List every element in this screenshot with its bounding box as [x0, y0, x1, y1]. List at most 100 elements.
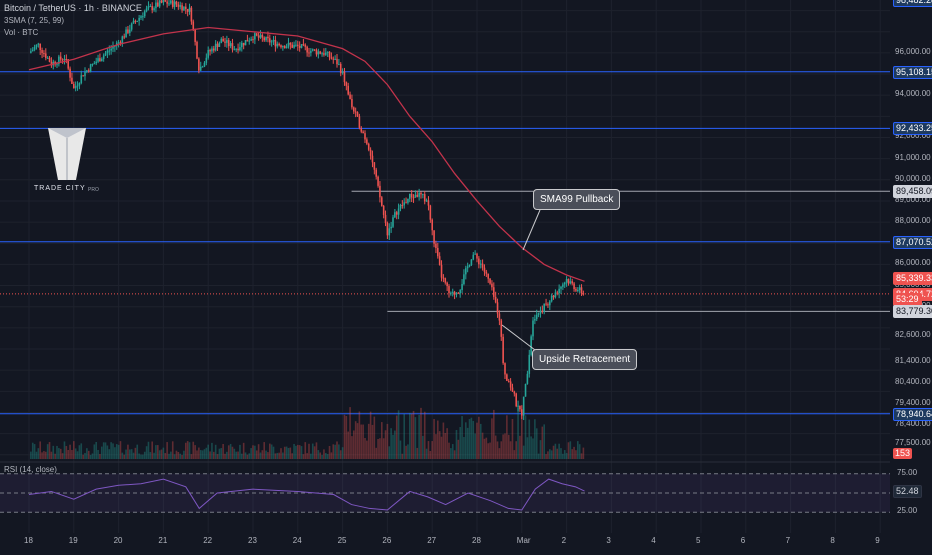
volume-bar: [54, 453, 56, 459]
candle-body: [420, 192, 422, 195]
ma-indicator-label[interactable]: 3SMA (7, 25, 99): [4, 16, 65, 25]
candle-body: [328, 51, 331, 58]
volume-bar: [364, 438, 366, 459]
volume-bar: [30, 451, 32, 459]
logo-shield-icon: [48, 128, 86, 180]
candle-body: [261, 34, 264, 38]
volume-bar: [448, 442, 450, 459]
volume-bar: [403, 413, 405, 459]
candle-body: [409, 193, 411, 199]
y-tick-label: 96,000.00: [895, 46, 931, 56]
volume-bar: [315, 442, 318, 459]
candle-body: [511, 387, 514, 392]
candle-body: [459, 290, 461, 294]
volume-bar: [101, 446, 103, 459]
volume-bar: [478, 416, 480, 459]
y-tick-label: 88,000.00: [895, 216, 931, 226]
candle-body: [123, 36, 125, 38]
volume-bar: [358, 411, 361, 459]
volume-bar: [132, 452, 135, 459]
candle-body: [485, 271, 488, 274]
candle-body: [162, 0, 165, 3]
candle-body: [267, 36, 269, 39]
volume-bar: [334, 444, 336, 459]
candle-body: [562, 284, 564, 287]
volume-bar: [425, 448, 428, 459]
volume-bar: [278, 452, 280, 459]
rsi-title[interactable]: RSI (14, close): [4, 465, 57, 474]
volume-bar: [188, 442, 191, 459]
volume-indicator-label[interactable]: Vol · BTC: [4, 28, 39, 37]
sma-pullback-callout[interactable]: SMA99 Pullback: [533, 189, 621, 210]
y-tick-label: 86,000.00: [895, 258, 931, 268]
candle-body: [46, 57, 49, 59]
volume-bar: [405, 445, 407, 459]
candle-body: [442, 277, 445, 279]
candle-body: [539, 310, 542, 314]
candle-body: [89, 64, 92, 72]
candle-body: [99, 58, 101, 62]
volume-bar: [59, 448, 62, 459]
candle-body: [407, 198, 409, 203]
candle-body: [80, 75, 83, 84]
volume-bar: [78, 445, 81, 459]
candle-body: [121, 36, 124, 44]
volume-bar: [267, 452, 269, 459]
volume-bar: [353, 430, 355, 459]
volume-bar: [532, 438, 534, 459]
volume-bar: [360, 424, 363, 459]
candle-body: [117, 42, 120, 44]
candle-body: [547, 304, 549, 306]
candle-body: [84, 71, 86, 77]
volume-bar: [345, 415, 348, 459]
candle-body: [496, 302, 499, 314]
candle-body: [138, 17, 140, 21]
candle-body: [140, 16, 142, 18]
volume-bar: [377, 438, 379, 459]
upside-retracement-callout[interactable]: Upside Retracement: [532, 349, 638, 370]
volume-bar: [213, 451, 215, 459]
volume-bar: [218, 448, 221, 459]
candle-body: [410, 193, 413, 198]
volume-bar: [573, 446, 575, 459]
candle-body: [437, 248, 439, 257]
candle-body: [356, 112, 359, 117]
volume-bar: [227, 445, 230, 459]
volume-bar: [474, 433, 476, 459]
candle-body: [399, 205, 402, 209]
candle-body: [160, 0, 163, 3]
volume-bar: [388, 446, 391, 459]
candle-body: [179, 5, 181, 7]
volume-bar: [166, 442, 168, 459]
volume-bar: [511, 418, 514, 459]
volume-bar: [507, 434, 510, 459]
candle-body: [532, 320, 534, 337]
volume-bar: [203, 449, 206, 459]
y-tick-label: 78,400.00: [895, 419, 931, 429]
volume-bar: [183, 450, 185, 459]
upside-retracement-pointer: [501, 324, 536, 351]
volume-bar: [177, 451, 180, 459]
candle-body: [577, 290, 579, 292]
candle-body: [515, 393, 517, 407]
volume-bar: [205, 447, 208, 459]
candle-body: [59, 56, 62, 60]
candle-body: [302, 44, 305, 46]
y-tick-label: 90,000.00: [895, 173, 931, 183]
volume-bar: [140, 454, 142, 459]
logo-brand-text: TRADE CITY: [34, 185, 86, 192]
y-tick-label: 94,000.00: [895, 89, 931, 99]
candle-body: [278, 43, 280, 46]
volume-bar: [99, 454, 101, 459]
candle-body: [504, 363, 506, 375]
volume-bar: [142, 454, 144, 459]
candle-body: [556, 292, 559, 294]
volume-bar: [496, 441, 499, 459]
candle-body: [394, 212, 396, 218]
candle-body: [498, 313, 501, 321]
symbol-title[interactable]: Bitcoin / TetherUS · 1h · BINANCE: [4, 3, 142, 13]
candle-body: [69, 68, 71, 78]
volume-bar: [562, 453, 564, 459]
candle-body: [246, 40, 249, 42]
